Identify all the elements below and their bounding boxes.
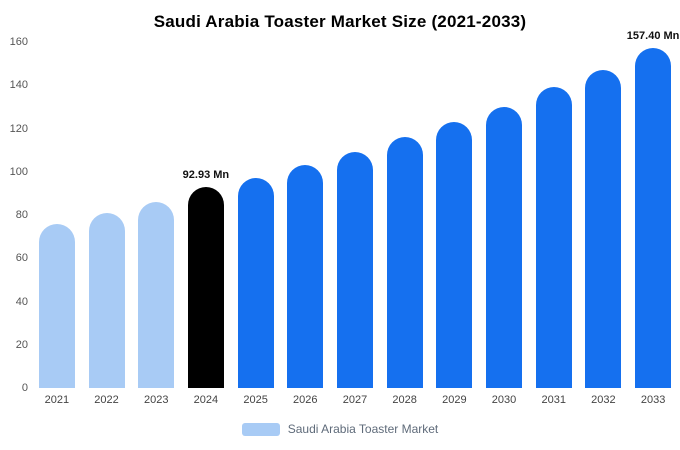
legend: Saudi Arabia Toaster Market [0,422,680,436]
bar-2026[interactable] [287,165,324,388]
bar-column: 92.93 Mn [181,42,231,388]
bar-column [131,42,181,388]
y-tick-label: 120 [9,122,28,135]
x-axis: 2021 2022 2023 2024 2025 2026 2027 2028 2029 2030… [32,394,678,406]
x-tick-label: 2023 [143,394,169,406]
bar-2029[interactable] [436,122,473,388]
bar-2023[interactable] [138,202,175,388]
bar-2021[interactable] [38,223,75,388]
y-tick-label: 60 [15,252,28,265]
y-tick-label: 140 [9,79,28,92]
legend-swatch-icon [241,422,280,436]
x-tick-label: 2030 [491,394,517,406]
bar-2030[interactable] [486,106,523,388]
y-axis: 0 20 40 60 80 100 120 140 160 [6,36,32,394]
x-tick-label: 2022 [94,394,119,406]
bar-column [280,42,330,388]
bar-2028[interactable] [386,137,423,388]
bar-column [82,42,132,388]
legend-item[interactable]: Saudi Arabia Toaster Market [241,422,439,436]
x-tick-label: 2031 [541,394,566,406]
y-tick-label: 0 [21,382,28,394]
bar-column [32,42,82,388]
bar-column [529,42,579,388]
bar-value-label: 92.93 Mn [182,169,230,182]
x-tick-label: 2032 [591,394,616,406]
x-tick-label: 2025 [243,394,268,406]
bar-2031[interactable] [535,87,572,388]
bars-region: 92.93 Mn 157.40 Mn [32,30,679,388]
y-tick-label: 100 [9,165,28,178]
y-tick-label: 80 [15,209,28,221]
bar-column [430,42,480,388]
chart-title: Saudi Arabia Toaster Market Size (2021-2… [153,12,527,31]
plot-right: 92.93 Mn 157.40 Mn 2021 2022 2023 2024 2025 20… [32,30,679,406]
plot-area: 0 20 40 60 80 100 120 140 160 92.93 Mn 157.40 Mn … [6,30,680,406]
legend-label: Saudi Arabia Toaster Market [287,422,439,436]
bar-column [380,42,430,388]
bar-2024[interactable] [187,187,224,388]
bar-column: 157.40 Mn [627,30,679,388]
bar-2022[interactable] [88,212,125,388]
y-tick-label: 20 [15,338,28,351]
bar-column [330,42,380,388]
bar-2025[interactable] [237,178,274,388]
bar-column [479,42,529,388]
bar-column [579,42,629,388]
bar-value-label: 157.40 Mn [626,29,680,42]
x-tick-label: 2026 [293,394,318,406]
bar-2032[interactable] [585,70,622,388]
bar-column [231,42,281,388]
x-tick-label: 2024 [193,394,219,406]
x-tick-label: 2027 [342,394,368,406]
x-tick-label: 2033 [640,394,666,406]
y-tick-label: 160 [9,36,28,48]
x-tick-label: 2021 [44,394,70,406]
bar-2027[interactable] [336,152,373,388]
bar-2033[interactable] [635,47,672,388]
x-tick-label: 2028 [392,394,417,406]
y-tick-label: 40 [15,295,28,308]
x-tick-label: 2029 [442,394,467,406]
